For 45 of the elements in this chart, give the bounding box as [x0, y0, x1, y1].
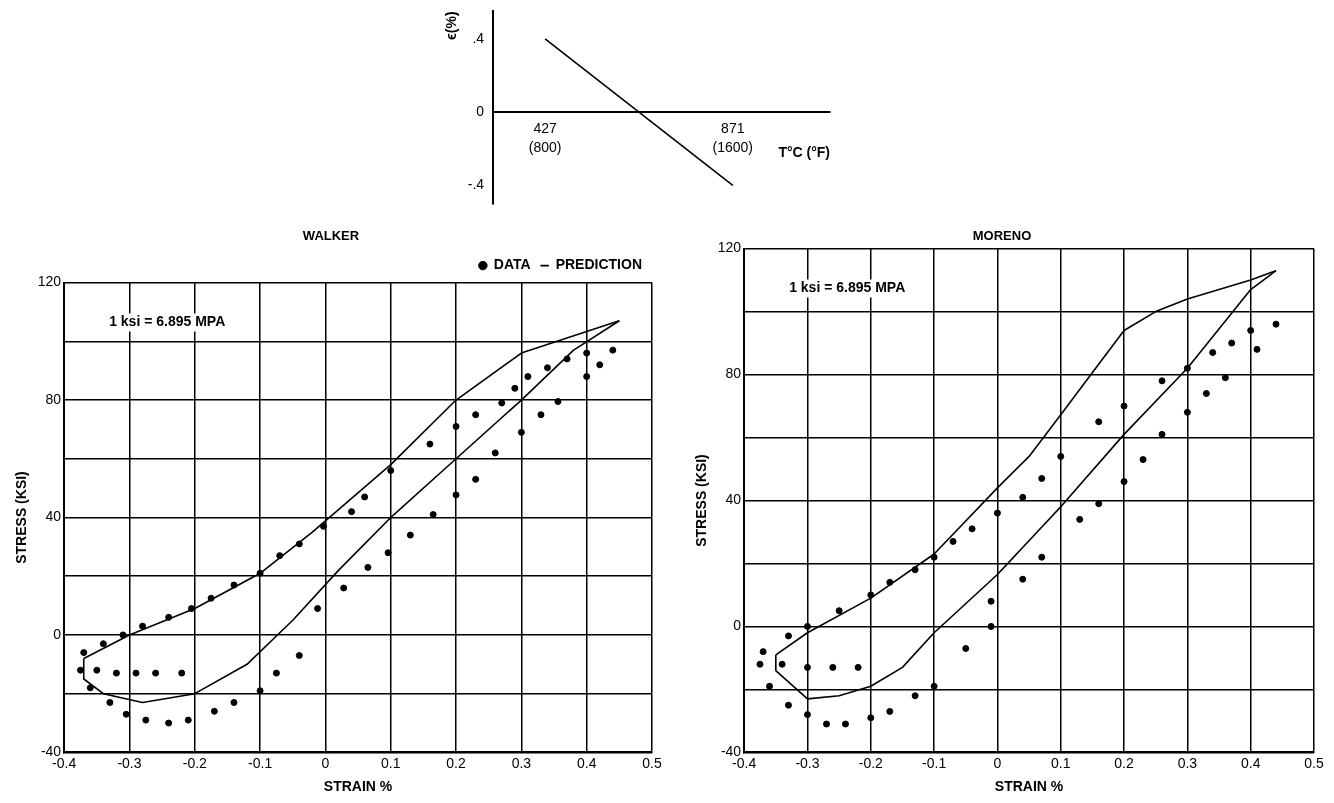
x-tick-label: 0.2	[1114, 754, 1134, 771]
x-tick-label: -0.2	[182, 754, 208, 771]
legend-label: DATA	[493, 256, 531, 273]
x-tick-label: 0.5	[642, 754, 662, 771]
y-axis-title: STRESS (KSI)	[13, 471, 30, 564]
chart-title: WALKER	[302, 228, 360, 244]
x-tick-label: 0.4	[576, 754, 597, 771]
chart-title: MORENO	[972, 228, 1032, 244]
annotation: 1 ksi = 6.895 MPA	[109, 313, 226, 330]
annotation: 1 ksi = 6.895 MPA	[789, 279, 906, 296]
x-tick-label: 0	[993, 754, 1002, 771]
annotation: (1600)	[712, 138, 754, 155]
x-tick-label: 0.1	[1051, 754, 1071, 771]
x-tick-label: -0.3	[795, 754, 820, 771]
y-tick-label: 80	[45, 390, 62, 407]
x-tick-label: -0.2	[858, 754, 884, 771]
y-tick-label: .4	[472, 29, 485, 46]
x-tick-label: -0.1	[248, 754, 273, 771]
x-tick-label: 0.1	[381, 754, 401, 771]
y-tick-label: -.4	[467, 176, 485, 193]
y-tick-label: 0	[733, 617, 742, 634]
y-tick-label: 0	[53, 625, 62, 642]
x-tick-label: 0.2	[446, 754, 466, 771]
x-tick-label: 427	[533, 120, 558, 137]
x-tick-label: 0.5	[1304, 754, 1324, 771]
legend-label: PREDICTION	[555, 256, 643, 273]
y-tick-label: 120	[37, 273, 62, 290]
x-tick-label: -0.1	[922, 754, 947, 771]
x-tick-label: 0.3	[1177, 754, 1198, 771]
x-tick-label: -0.3	[117, 754, 142, 771]
x-axis-title: T°C (°F)	[778, 144, 830, 161]
y-axis-title: STRESS (KSI)	[693, 454, 710, 547]
annotation: (800)	[528, 138, 562, 155]
y-axis-title: ϵ(%)	[443, 11, 460, 40]
y-tick-label: 40	[45, 508, 62, 525]
y-tick-label: 40	[725, 491, 742, 508]
y-tick-label: 80	[725, 365, 742, 382]
x-tick-label: 0.3	[511, 754, 532, 771]
y-tick-label: 120	[717, 239, 742, 256]
x-axis-title: STRAIN %	[994, 778, 1064, 795]
x-tick-label: 0.4	[1240, 754, 1261, 771]
y-tick-label: 0	[476, 102, 485, 119]
x-axis-title: STRAIN %	[323, 778, 393, 795]
x-tick-label: 871	[721, 120, 745, 137]
x-tick-label: 0	[321, 754, 330, 771]
